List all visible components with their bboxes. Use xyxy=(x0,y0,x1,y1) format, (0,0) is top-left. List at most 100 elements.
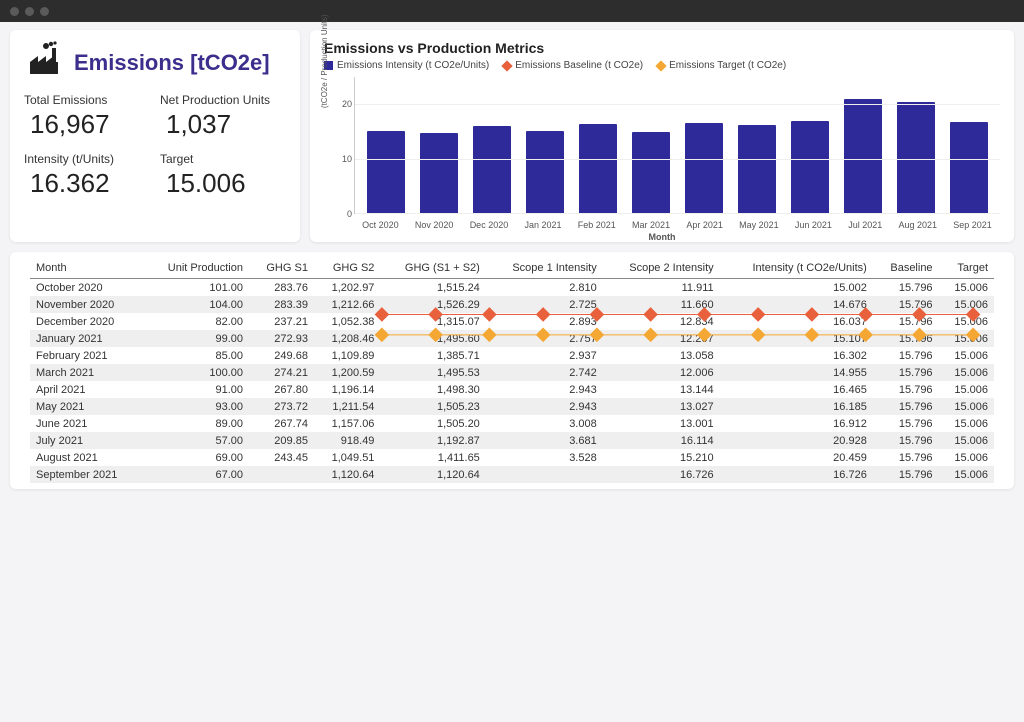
table-cell: 1,157.06 xyxy=(314,415,380,432)
table-cell: 1,526.29 xyxy=(380,296,485,313)
table-cell: July 2021 xyxy=(30,432,143,449)
chart-bar[interactable] xyxy=(420,133,458,213)
table-header[interactable]: Scope 1 Intensity xyxy=(486,258,603,279)
table-row[interactable]: October 2020101.00283.761,202.971,515.24… xyxy=(30,279,994,297)
table-cell: 15.796 xyxy=(873,347,939,364)
table-header[interactable]: Target xyxy=(939,258,994,279)
table-cell: 283.39 xyxy=(249,296,314,313)
table-cell: 15.006 xyxy=(939,381,994,398)
table-cell: March 2021 xyxy=(30,364,143,381)
chart-bar[interactable] xyxy=(950,122,988,213)
table-header[interactable]: Unit Production xyxy=(143,258,249,279)
chart-bar[interactable] xyxy=(579,124,617,213)
table-cell: 57.00 xyxy=(143,432,249,449)
legend-target-swatch xyxy=(655,60,666,71)
table-cell: 15.006 xyxy=(939,466,994,483)
traffic-light-close[interactable] xyxy=(10,7,19,16)
chart-bar[interactable] xyxy=(844,99,882,213)
table-header[interactable]: GHG S2 xyxy=(314,258,380,279)
chart-card: Emissions vs Production Metrics Emission… xyxy=(310,30,1014,242)
chart-bar[interactable] xyxy=(897,102,935,213)
table-row[interactable]: December 202082.00237.211,052.381,315.07… xyxy=(30,313,994,330)
table-cell: 69.00 xyxy=(143,449,249,466)
chart-bar[interactable] xyxy=(367,131,405,213)
intensity-label: Intensity (t/Units) xyxy=(24,152,150,166)
table-cell: 15.006 xyxy=(939,313,994,330)
table-cell: 15.796 xyxy=(873,313,939,330)
table-cell: 15.796 xyxy=(873,432,939,449)
table-cell: January 2021 xyxy=(30,330,143,347)
chart-bar[interactable] xyxy=(632,132,670,213)
traffic-light-max[interactable] xyxy=(40,7,49,16)
table-cell: 16.726 xyxy=(603,466,720,483)
table-cell: 15.006 xyxy=(939,330,994,347)
table-cell: 85.00 xyxy=(143,347,249,364)
table-cell: April 2021 xyxy=(30,381,143,398)
table-header[interactable]: Scope 2 Intensity xyxy=(603,258,720,279)
chart-bar[interactable] xyxy=(738,125,776,213)
table-cell: 3.008 xyxy=(486,415,603,432)
table-row[interactable]: July 202157.00209.85918.491,192.873.6811… xyxy=(30,432,994,449)
table-cell: 99.00 xyxy=(143,330,249,347)
chart-bar[interactable] xyxy=(791,121,829,213)
chart-bar[interactable] xyxy=(473,126,511,213)
table-header[interactable]: Intensity (t CO2e/Units) xyxy=(720,258,873,279)
table-cell: 1,208.46 xyxy=(314,330,380,347)
table-cell: 1,495.53 xyxy=(380,364,485,381)
table-cell: 16.912 xyxy=(720,415,873,432)
table-cell: 272.93 xyxy=(249,330,314,347)
table-cell: 15.006 xyxy=(939,415,994,432)
table-cell: 2.757 xyxy=(486,330,603,347)
table-header[interactable]: Month xyxy=(30,258,143,279)
table-cell: August 2021 xyxy=(30,449,143,466)
target-label: Target xyxy=(160,152,286,166)
table-cell xyxy=(486,466,603,483)
net-production-value: 1,037 xyxy=(160,107,286,148)
table-cell: 2.742 xyxy=(486,364,603,381)
table-cell: 13.001 xyxy=(603,415,720,432)
x-tick: Feb 2021 xyxy=(578,220,616,230)
table-cell: 91.00 xyxy=(143,381,249,398)
total-emissions-label: Total Emissions xyxy=(24,93,150,107)
kpi-card: Emissions [tCO2e] Total Emissions 16,967… xyxy=(10,30,300,242)
table-row[interactable]: April 202191.00267.801,196.141,498.302.9… xyxy=(30,381,994,398)
table-cell: 15.210 xyxy=(603,449,720,466)
chart-bar[interactable] xyxy=(685,123,723,213)
table-cell: 273.72 xyxy=(249,398,314,415)
table-row[interactable]: January 202199.00272.931,208.461,495.602… xyxy=(30,330,994,347)
chart-legend: Emissions Intensity (t CO2e/Units) Emiss… xyxy=(324,60,1000,71)
table-cell: 13.027 xyxy=(603,398,720,415)
table-row[interactable]: November 2020104.00283.391,212.661,526.2… xyxy=(30,296,994,313)
table-cell: 3.528 xyxy=(486,449,603,466)
table-row[interactable]: June 202189.00267.741,157.061,505.203.00… xyxy=(30,415,994,432)
table-cell: 1,411.65 xyxy=(380,449,485,466)
table-cell: 249.68 xyxy=(249,347,314,364)
table-row[interactable]: March 2021100.00274.211,200.591,495.532.… xyxy=(30,364,994,381)
table-row[interactable]: August 202169.00243.451,049.511,411.653.… xyxy=(30,449,994,466)
table-cell: 11.911 xyxy=(603,279,720,297)
table-cell: 243.45 xyxy=(249,449,314,466)
table-cell: February 2021 xyxy=(30,347,143,364)
table-card: MonthUnit ProductionGHG S1GHG S2GHG (S1 … xyxy=(10,252,1014,489)
table-cell: 16.185 xyxy=(720,398,873,415)
table-cell: 274.21 xyxy=(249,364,314,381)
chart-plot[interactable] xyxy=(354,77,1000,214)
table-cell: 1,212.66 xyxy=(314,296,380,313)
traffic-light-min[interactable] xyxy=(25,7,34,16)
table-cell: 2.893 xyxy=(486,313,603,330)
table-cell: 15.006 xyxy=(939,296,994,313)
table-row[interactable]: February 202185.00249.681,109.891,385.71… xyxy=(30,347,994,364)
table-row[interactable]: May 202193.00273.721,211.541,505.232.943… xyxy=(30,398,994,415)
table-cell: 15.006 xyxy=(939,449,994,466)
table-header[interactable]: GHG (S1 + S2) xyxy=(380,258,485,279)
y-tick: 20 xyxy=(342,99,352,109)
table-row[interactable]: September 202167.001,120.641,120.6416.72… xyxy=(30,466,994,483)
chart-bar[interactable] xyxy=(526,131,564,213)
table-cell: November 2020 xyxy=(30,296,143,313)
kpi-title: Emissions [tCO2e] xyxy=(74,50,270,76)
table-cell: 1,052.38 xyxy=(314,313,380,330)
table-header[interactable]: GHG S1 xyxy=(249,258,314,279)
table-cell: 1,200.59 xyxy=(314,364,380,381)
table-header[interactable]: Baseline xyxy=(873,258,939,279)
table-cell: 15.006 xyxy=(939,398,994,415)
